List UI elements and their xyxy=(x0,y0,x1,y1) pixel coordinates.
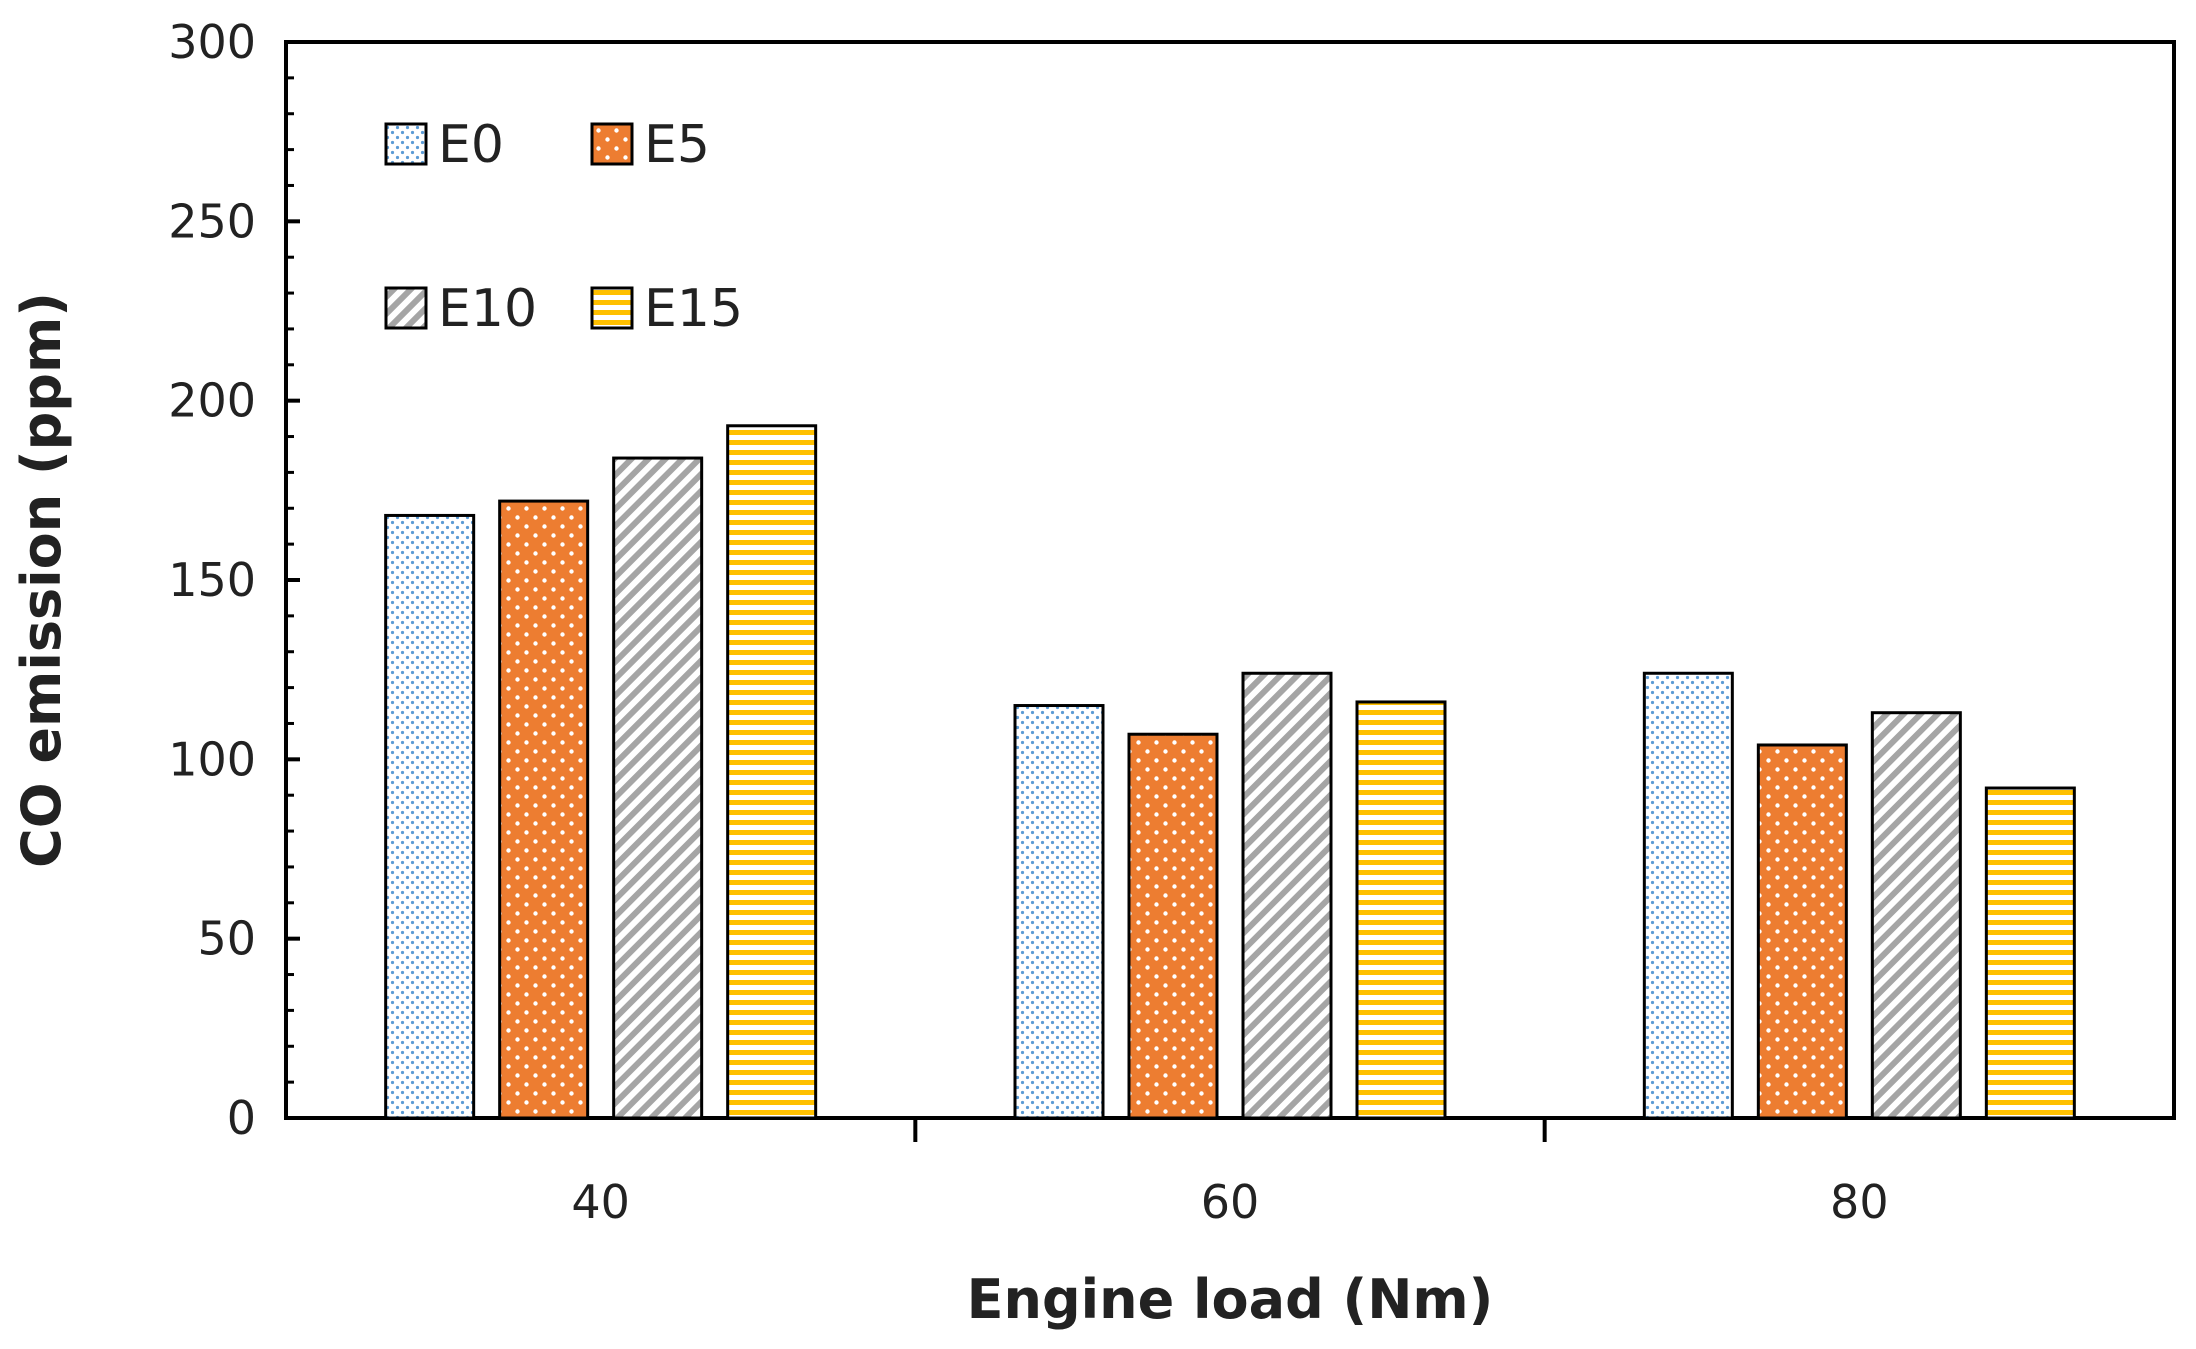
legend-swatch-e0 xyxy=(384,122,428,166)
x-axis: 40 60 80 xyxy=(571,1118,1889,1229)
bar-e0-60 xyxy=(1013,704,1105,1120)
y-tick-label: 0 xyxy=(227,1091,256,1145)
legend-label-e15: E15 xyxy=(644,279,743,339)
bar-e10-40 xyxy=(612,456,704,1120)
bar-e5-80 xyxy=(1756,743,1848,1120)
x-tick-label: 40 xyxy=(571,1175,630,1229)
legend: E0 E5 E10 E15 xyxy=(384,115,743,339)
y-tick-label: 200 xyxy=(168,374,256,428)
bars xyxy=(384,424,2076,1120)
bar-e10-80 xyxy=(1870,711,1962,1120)
bar-e5-60 xyxy=(1127,732,1219,1120)
y-tick-label: 100 xyxy=(168,732,256,786)
legend-label-e0: E0 xyxy=(438,115,504,175)
y-tick-label: 150 xyxy=(168,553,256,607)
bar-e0-80 xyxy=(1642,671,1734,1120)
y-axis: 0 50 100 150 200 250 300 xyxy=(168,15,300,1145)
legend-swatch-e5 xyxy=(590,122,634,166)
y-tick-label: 50 xyxy=(197,912,256,966)
y-tick-label: 300 xyxy=(168,15,256,69)
y-axis-title: CO emission (ppm) xyxy=(10,292,73,868)
legend-swatch-e10 xyxy=(384,286,428,330)
legend-label-e10: E10 xyxy=(438,279,537,339)
bar-e5-40 xyxy=(498,499,590,1120)
x-tick-label: 60 xyxy=(1201,1175,1260,1229)
legend-label-e5: E5 xyxy=(644,115,710,175)
bar-e15-40 xyxy=(726,424,818,1120)
x-tick-label: 80 xyxy=(1830,1175,1889,1229)
bar-e15-60 xyxy=(1355,700,1447,1120)
x-axis-title: Engine load (Nm) xyxy=(967,1268,1494,1331)
bar-e10-60 xyxy=(1241,671,1333,1120)
y-tick-label: 250 xyxy=(168,194,256,248)
bar-e15-80 xyxy=(1984,786,2076,1120)
legend-swatch-e15 xyxy=(590,286,634,330)
bar-e0-40 xyxy=(384,513,476,1120)
